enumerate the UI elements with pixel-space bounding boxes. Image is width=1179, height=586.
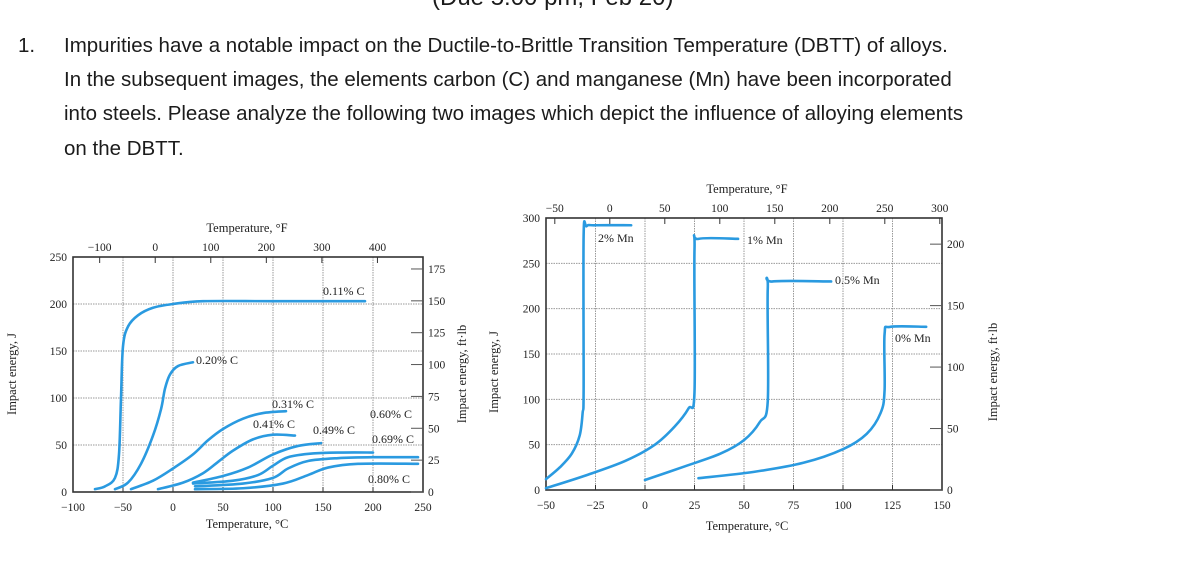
x2-axis-label: Temperature, °F	[706, 182, 787, 196]
series-label: 0.49% C	[313, 423, 355, 437]
chart-1: −100 −50 0 50 100 150 200 250050100150200250−10…	[5, 221, 469, 531]
question-line-3: into steels. Please analyze the followin…	[64, 102, 964, 125]
x-tick-label: 150	[314, 502, 332, 514]
y-tick-label: 150	[50, 346, 68, 358]
y-tick-label: 300	[523, 213, 541, 225]
chart-2: −50 −25 0 25 50 75 100 125 150 0 50 100 150 200 250 300…	[487, 182, 1000, 533]
y-tick-label: 250	[50, 252, 68, 264]
y2-tick-label: 125	[428, 328, 446, 340]
x-tick-label: 100	[264, 502, 282, 514]
x2-tick-label: 400	[369, 242, 387, 254]
x-tick-label: 125	[884, 500, 902, 512]
series-label: 0% Mn	[895, 331, 931, 345]
series-line-0-5-mn	[643, 276, 833, 482]
x2-axis-label: Temperature, °F	[206, 221, 287, 235]
x-tick-label: 50	[217, 502, 229, 514]
y-tick-label: 100	[50, 393, 68, 405]
y2-axis-label: Impact energy, ft·lb	[986, 323, 1000, 422]
x-tick-label: −100	[61, 502, 85, 514]
y-tick-label: 100	[523, 394, 541, 406]
y-tick-label: 0	[61, 487, 67, 499]
y2-tick-label: 75	[428, 391, 440, 403]
x2-tick-label: 100	[711, 203, 729, 215]
x-tick-label: −50	[537, 500, 555, 512]
x-tick-label: 100	[834, 500, 852, 512]
x-axis-label: Temperature, °C	[706, 519, 789, 533]
y2-tick-label: 150	[947, 301, 965, 313]
x-tick-label: 50	[738, 500, 750, 512]
y2-tick-label: 25	[428, 455, 440, 467]
x2-tick-label: 300	[313, 242, 331, 254]
y2-tick-label: 50	[428, 423, 440, 435]
y2-tick-label: 200	[947, 239, 965, 251]
series-label: 0.11% C	[323, 284, 365, 298]
y2-tick-label: 0	[428, 487, 434, 499]
series-line-0-60-c	[191, 451, 375, 485]
x2-tick-label: 50	[659, 203, 671, 215]
series-line-0-69-c	[193, 455, 420, 488]
x2-tick-label: 150	[766, 203, 784, 215]
question-line-2: In the subsequent images, the elements c…	[64, 68, 952, 91]
x-tick-label: 250	[414, 502, 432, 514]
question-line-1: Impurities have a notable impact on the …	[64, 34, 948, 57]
series-line-0-41-c	[156, 433, 297, 491]
y-tick-label: 250	[523, 258, 541, 270]
x2-tick-label: 100	[202, 242, 220, 254]
x-tick-label: 25	[689, 500, 701, 512]
y-tick-label: 200	[50, 299, 68, 311]
question-line-4: on the DBTT.	[64, 137, 184, 160]
x-tick-label: 150	[933, 500, 951, 512]
y2-tick-label: 100	[947, 362, 965, 374]
x-tick-label: −25	[587, 500, 605, 512]
series-label: 2% Mn	[598, 231, 634, 245]
y2-tick-label: 175	[428, 264, 446, 276]
x-tick-label: 75	[788, 500, 800, 512]
series-label: 0.5% Mn	[835, 273, 880, 287]
x-tick-label: 0	[170, 502, 176, 514]
y2-tick-label: 150	[428, 296, 446, 308]
x2-tick-label: 300	[931, 203, 949, 215]
series-line-0-49-c	[191, 441, 323, 484]
x-tick-label: 0	[642, 500, 648, 512]
series-label: 0.60% C	[370, 407, 412, 421]
y-tick-label: 50	[529, 440, 541, 452]
plot-frame	[72, 256, 424, 493]
series-line-0-mn	[697, 324, 928, 480]
y-axis-label: Impact energy, J	[487, 331, 501, 413]
x-axis-label: Temperature, °C	[206, 517, 289, 531]
series-line-1-mn	[544, 234, 740, 490]
y-tick-label: 150	[523, 349, 541, 361]
y2-axis-label: Impact energy, ft·lb	[455, 325, 469, 424]
question-number: 1.	[18, 34, 36, 57]
series-label: 0.31% C	[272, 397, 314, 411]
series-label: 0.41% C	[253, 417, 295, 431]
y-axis-label: Impact energy, J	[5, 333, 19, 415]
x2-tick-label: 0	[152, 242, 158, 254]
series-line-2-mn	[544, 220, 633, 481]
series-line-0-20-c	[113, 360, 195, 491]
x-tick-label: 200	[364, 502, 382, 514]
x-tick-label: −50	[114, 502, 132, 514]
y-tick-label: 0	[534, 485, 540, 497]
y2-tick-label: 0	[947, 485, 953, 497]
series-line-0-80-c	[193, 462, 420, 491]
series-label: 1% Mn	[747, 233, 783, 247]
series-label: 0.69% C	[372, 432, 414, 446]
x2-tick-label: 200	[258, 242, 276, 254]
y2-tick-label: 100	[428, 360, 446, 372]
x2-tick-label: 250	[876, 203, 894, 215]
y2-tick-label: 50	[947, 424, 959, 436]
clipped-header: (Due 5:00 pm, Feb 20)	[432, 0, 673, 12]
x2-tick-label: 200	[821, 203, 839, 215]
series-label: 0.80% C	[368, 472, 410, 486]
y-tick-label: 50	[56, 440, 68, 452]
x2-tick-label: −50	[546, 203, 564, 215]
y-tick-label: 200	[523, 304, 541, 316]
x2-tick-label: 0	[607, 203, 613, 215]
series-label: 0.20% C	[196, 353, 238, 367]
series-line-0-31-c	[129, 409, 288, 491]
series-line-0-11-c	[93, 299, 367, 491]
x2-tick-label: −100	[88, 242, 112, 254]
